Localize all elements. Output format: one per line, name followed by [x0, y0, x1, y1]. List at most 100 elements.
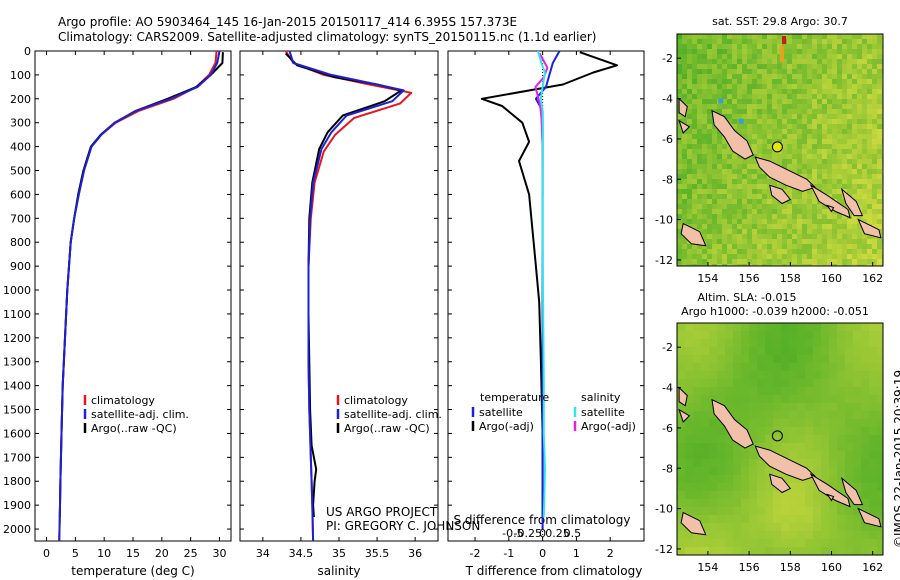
map-cell — [812, 149, 817, 154]
map-cell — [742, 254, 747, 259]
map-cell — [812, 134, 817, 139]
map-cell — [789, 395, 797, 403]
map-cell — [842, 114, 847, 119]
map-cell — [845, 531, 853, 539]
map-cell — [677, 371, 685, 379]
map-cell — [682, 249, 687, 254]
map-cell — [682, 244, 687, 249]
map-cell — [772, 44, 777, 49]
map-cell — [842, 109, 847, 114]
map-cell — [677, 249, 682, 254]
map-cell — [767, 244, 772, 249]
map-cell — [717, 239, 722, 244]
map-cell — [877, 204, 882, 209]
map-cell — [822, 164, 827, 169]
map-cell — [712, 164, 717, 169]
map-cell — [789, 411, 797, 419]
map-cell — [725, 531, 733, 539]
map-cell — [762, 239, 767, 244]
map-cell — [757, 119, 762, 124]
map-cell — [692, 99, 697, 104]
map-cell — [847, 239, 852, 244]
map-cell — [802, 64, 807, 69]
map-cell — [765, 499, 773, 507]
map-cell — [829, 363, 837, 371]
map-cell — [842, 149, 847, 154]
map-cell — [749, 363, 757, 371]
map-cell — [722, 154, 727, 159]
map-cell — [867, 134, 872, 139]
map-cell — [787, 84, 792, 89]
map-cell — [752, 229, 757, 234]
map-cell — [741, 363, 749, 371]
map-cell — [797, 214, 802, 219]
map-cell — [767, 194, 772, 199]
map-cell — [837, 174, 842, 179]
map-cell — [805, 371, 813, 379]
map-cell — [817, 179, 822, 184]
map-cell — [757, 403, 765, 411]
map-cell — [852, 89, 857, 94]
map-cell — [787, 104, 792, 109]
map-cell — [742, 214, 747, 219]
map-cell — [842, 69, 847, 74]
map-cell — [692, 159, 697, 164]
map-cell — [853, 459, 861, 467]
map-cell — [727, 194, 732, 199]
map-cell — [777, 159, 782, 164]
map-cell — [741, 379, 749, 387]
map-cell — [862, 159, 867, 164]
map-cell — [741, 531, 749, 539]
map-cell — [837, 184, 842, 189]
map-cell — [812, 164, 817, 169]
map-cell — [762, 259, 767, 264]
map-cell — [757, 323, 765, 331]
map-cell — [749, 379, 757, 387]
map-cell — [862, 179, 867, 184]
map-cell — [837, 59, 842, 64]
map-cell — [807, 194, 812, 199]
map-cell — [853, 339, 861, 347]
map-cell — [821, 515, 829, 523]
map-cell — [682, 154, 687, 159]
map-cell — [757, 169, 762, 174]
map-cell — [707, 219, 712, 224]
map-cell — [869, 363, 877, 371]
map-cell — [767, 249, 772, 254]
map-cell — [722, 44, 727, 49]
map-cell — [802, 254, 807, 259]
map-cell — [807, 59, 812, 64]
temperature-panel: 0100200300400500600700800900100011001200… — [3, 45, 232, 578]
map-cell — [827, 39, 832, 44]
map-cell — [677, 204, 682, 209]
island — [857, 218, 882, 239]
map-cell — [677, 515, 685, 523]
map-cell — [757, 39, 762, 44]
map-cell — [877, 109, 882, 114]
map-cell — [797, 224, 802, 229]
map-cell — [733, 467, 741, 475]
map-cell — [781, 331, 789, 339]
map-cell — [737, 239, 742, 244]
map-cell — [737, 94, 742, 99]
map-cell — [837, 244, 842, 249]
map-cell — [687, 159, 692, 164]
map-cell — [827, 139, 832, 144]
map-cell — [821, 435, 829, 443]
map-cell — [877, 34, 882, 39]
x-tick-label: 20 — [155, 547, 169, 560]
map-cell — [832, 254, 837, 259]
map-cell — [712, 244, 717, 249]
map-cell — [677, 59, 682, 64]
map-cell — [762, 64, 767, 69]
map-cell — [852, 129, 857, 134]
map-cell — [829, 459, 837, 467]
map-cell — [741, 523, 749, 531]
x-tick-label: 0 — [43, 547, 50, 560]
map-cell — [781, 355, 789, 363]
map-cell — [813, 451, 821, 459]
map-cell — [872, 89, 877, 94]
map-cell — [687, 94, 692, 99]
map-cell — [702, 159, 707, 164]
map-cell — [722, 74, 727, 79]
